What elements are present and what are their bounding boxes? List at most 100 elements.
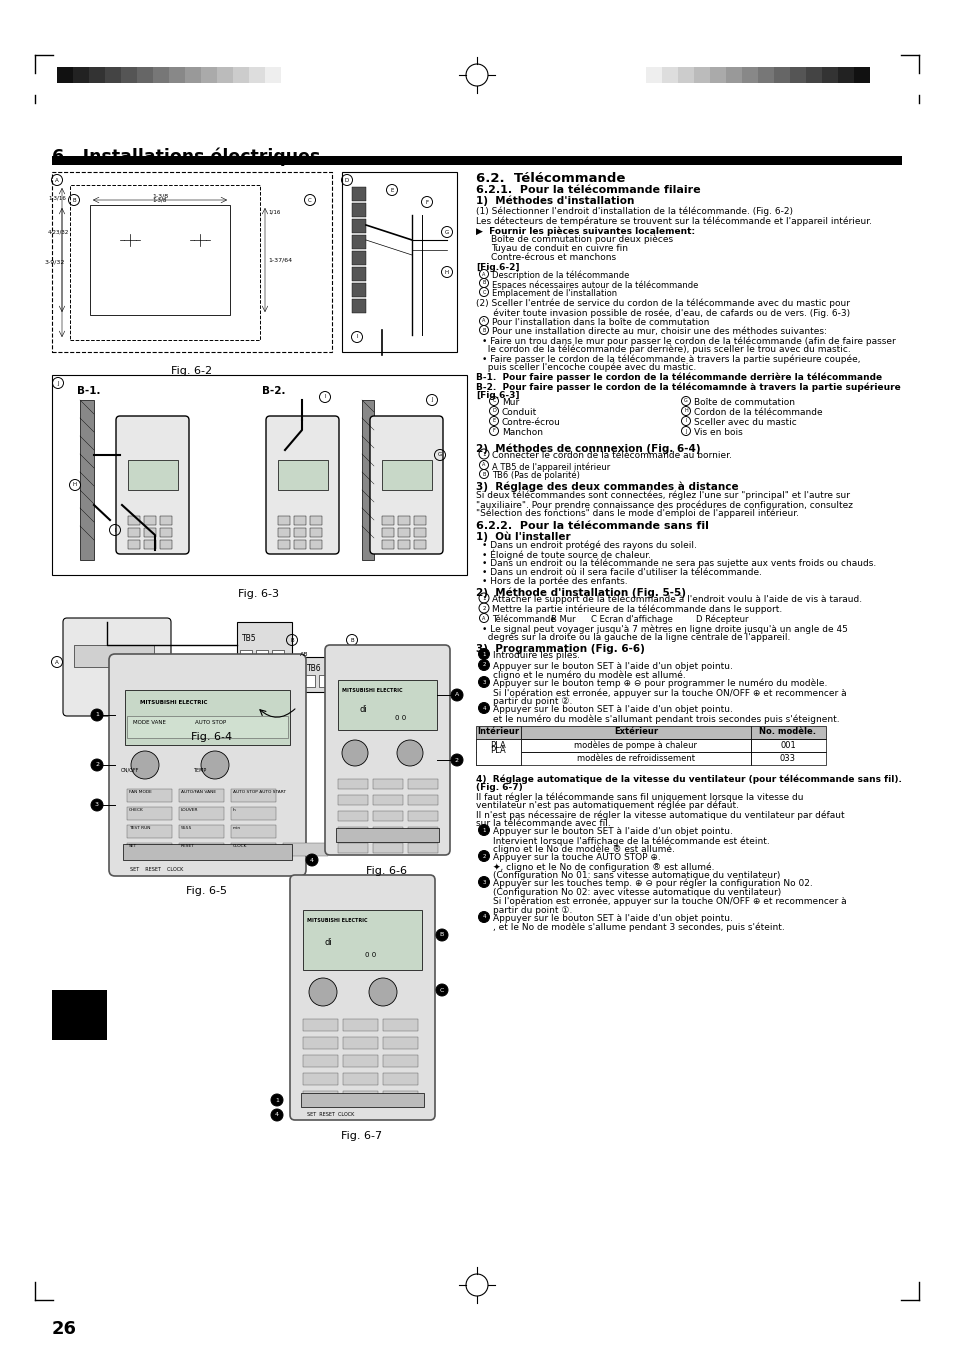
Bar — [397, 540, 410, 549]
Bar — [303, 1055, 337, 1067]
Text: Espaces nécessaires autour de la télécommande: Espaces nécessaires autour de la télécom… — [492, 280, 698, 289]
Bar — [73, 68, 89, 82]
Text: • Le signal peut voyager jusqu'à 7 mètres en ligne droite jusqu'à un angle de 45: • Le signal peut voyager jusqu'à 7 mètre… — [481, 624, 847, 634]
Text: 4: 4 — [310, 858, 314, 862]
Bar — [414, 516, 426, 526]
Text: "Sélection des fonctions" dans le mode d'emploi de l'appareil intérieur.: "Sélection des fonctions" dans le mode d… — [476, 509, 799, 519]
Text: Conduit: Conduit — [501, 408, 537, 417]
Text: LOUVER: LOUVER — [181, 808, 198, 812]
Bar — [397, 528, 410, 536]
Text: ON/OFF: ON/OFF — [121, 767, 139, 773]
Text: Appuyer sur le bouton SET à l'aide d'un objet pointu.: Appuyer sur le bouton SET à l'aide d'un … — [493, 915, 732, 923]
Text: Il n'est pas nécessaire de régler la vitesse automatique du ventilateur par défa: Il n'est pas nécessaire de régler la vit… — [476, 811, 843, 820]
Text: D: D — [492, 408, 496, 413]
Bar — [397, 516, 410, 526]
Text: PLA: PLA — [490, 746, 505, 755]
Text: 4: 4 — [274, 1112, 278, 1117]
Text: (2) Sceller l'entrée de service du cordon de la télécommande avec du mastic pour: (2) Sceller l'entrée de service du cordo… — [476, 299, 849, 308]
Bar — [123, 844, 292, 861]
Text: cligno et le No de modèle ® est allumé.: cligno et le No de modèle ® est allumé. — [493, 844, 674, 854]
Text: Fig. 6-5: Fig. 6-5 — [186, 886, 227, 896]
Bar — [127, 807, 172, 820]
Text: 5555: 5555 — [181, 825, 193, 830]
Bar — [160, 540, 172, 549]
Bar — [294, 528, 306, 536]
Bar — [408, 811, 437, 821]
Text: PLA: PLA — [490, 740, 505, 750]
Text: G: G — [444, 230, 449, 235]
Text: 0 0: 0 0 — [365, 952, 375, 958]
Bar — [382, 1055, 417, 1067]
Bar — [352, 235, 366, 249]
Text: 2: 2 — [482, 605, 485, 611]
Bar — [303, 1019, 337, 1031]
Bar — [281, 68, 296, 82]
Text: RESET: RESET — [181, 844, 194, 848]
Bar — [373, 780, 402, 789]
Text: 6.2.  Télécommande: 6.2. Télécommande — [476, 172, 625, 185]
Bar — [80, 400, 94, 561]
Bar — [128, 459, 178, 490]
Text: ✦, cligno et le No de configuration ® est allumé.: ✦, cligno et le No de configuration ® es… — [493, 862, 714, 871]
Bar — [90, 205, 230, 315]
Bar — [144, 528, 156, 536]
Text: (Configuration No 02: avec vitesse automatique du ventilateur): (Configuration No 02: avec vitesse autom… — [493, 888, 781, 897]
Circle shape — [478, 659, 489, 670]
Text: B: B — [439, 932, 444, 938]
Text: Introduire les piles.: Introduire les piles. — [493, 651, 579, 661]
Text: B: B — [72, 197, 75, 203]
Text: 001: 001 — [780, 740, 795, 750]
Text: E: E — [492, 419, 495, 423]
Text: TEST RUN: TEST RUN — [129, 825, 151, 830]
Text: puis sceller l'encoche coupée avec du mastic.: puis sceller l'encoche coupée avec du ma… — [481, 363, 696, 373]
Text: 1: 1 — [482, 596, 485, 600]
Text: Extérieur: Extérieur — [614, 727, 658, 736]
Text: F: F — [425, 200, 428, 204]
Bar — [381, 459, 432, 490]
Text: B: B — [290, 638, 294, 643]
Text: 3-9/32: 3-9/32 — [45, 259, 66, 265]
Bar — [294, 540, 306, 549]
Text: C: C — [492, 399, 496, 404]
Bar — [105, 68, 121, 82]
Text: B-1.: B-1. — [77, 386, 100, 396]
Bar — [277, 516, 290, 526]
Bar — [341, 172, 456, 353]
Text: Si l'opération est erronée, appuyer sur la touche ON/OFF ⊕ et recommencer à: Si l'opération est erronée, appuyer sur … — [493, 897, 845, 907]
Text: B: B — [482, 327, 485, 332]
Bar — [414, 528, 426, 536]
Bar — [337, 827, 368, 838]
Text: Contre-écrou: Contre-écrou — [501, 417, 560, 427]
Bar — [294, 516, 306, 526]
Bar — [303, 1073, 337, 1085]
Bar — [661, 68, 678, 82]
Bar — [373, 811, 402, 821]
Bar — [265, 68, 281, 82]
FancyBboxPatch shape — [325, 644, 450, 855]
Text: MODE VANE: MODE VANE — [132, 720, 166, 725]
Text: 2: 2 — [95, 762, 99, 767]
Text: SET  RESET  CLOCK: SET RESET CLOCK — [307, 1112, 354, 1117]
Text: (Configuration No 01: sans vitesse automatique du ventilateur): (Configuration No 01: sans vitesse autom… — [493, 871, 780, 880]
Text: Si l'opération est erronée, appuyer sur la touche ON/OFF ⊕ et recommencer à: Si l'opération est erronée, appuyer sur … — [493, 688, 845, 697]
Text: di: di — [359, 705, 367, 713]
Bar — [231, 789, 275, 802]
Bar — [520, 739, 750, 753]
Bar — [343, 1019, 377, 1031]
Text: 26: 26 — [52, 1320, 77, 1337]
Bar — [408, 780, 437, 789]
Text: A: A — [55, 177, 59, 182]
Text: Pour l'installation dans la boîte de commutation: Pour l'installation dans la boîte de com… — [492, 317, 709, 327]
Text: A: A — [455, 693, 458, 697]
Text: D Récepteur: D Récepteur — [696, 615, 748, 624]
Bar — [520, 753, 750, 765]
Text: Mettre la partie intérieure de la télécommande dans le support.: Mettre la partie intérieure de la téléco… — [492, 605, 781, 615]
Bar — [236, 621, 292, 667]
Text: B Mur: B Mur — [551, 615, 575, 624]
Text: Vis en bois: Vis en bois — [693, 428, 742, 436]
Bar — [352, 203, 366, 218]
Text: A TB5 de l'appareil intérieur: A TB5 de l'appareil intérieur — [492, 462, 610, 471]
Bar — [352, 299, 366, 313]
Text: 4: 4 — [482, 915, 485, 920]
Bar — [352, 282, 366, 297]
